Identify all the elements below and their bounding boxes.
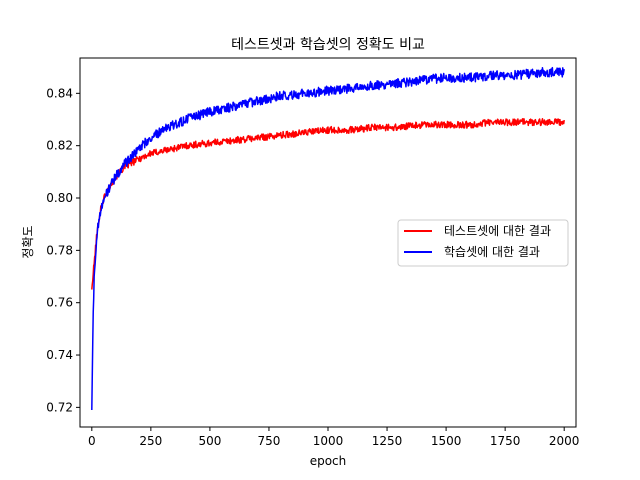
- x-tick-label: 1500: [431, 434, 462, 448]
- x-tick-label: 0: [88, 434, 96, 448]
- x-tick-label: 250: [139, 434, 162, 448]
- x-tick-label: 1250: [372, 434, 403, 448]
- x-axis: 0 250 500 750 1000 1250 1500 1750 2000: [88, 427, 579, 448]
- series-layer: [91, 66, 565, 411]
- y-tick-label: 0.78: [46, 243, 73, 257]
- y-tick-label: 0.72: [46, 400, 73, 414]
- legend-box: [397, 219, 569, 267]
- y-tick-label: 0.76: [46, 296, 73, 310]
- legend: 테스트셋에 대한 결과 학습셋에 대한 결과: [397, 219, 569, 267]
- y-tick-label: 0.80: [46, 191, 73, 205]
- y-tick-label: 0.74: [46, 348, 73, 362]
- series-line-1: [91, 66, 565, 411]
- x-tick-label: 1750: [490, 434, 521, 448]
- x-tick-label: 750: [257, 434, 280, 448]
- x-tick-label: 2000: [549, 434, 580, 448]
- y-axis: 0.72 0.74 0.76 0.78 0.80 0.82 0.84: [46, 86, 80, 414]
- y-tick-label: 0.84: [46, 86, 73, 100]
- legend-label-train: 학습셋에 대한 결과: [444, 245, 540, 259]
- x-tick-label: 1000: [313, 434, 344, 448]
- y-tick-label: 0.82: [46, 139, 73, 153]
- y-axis-label: 정확도: [21, 225, 35, 258]
- x-axis-label: epoch: [310, 454, 347, 468]
- x-tick-label: 500: [198, 434, 221, 448]
- legend-label-test: 테스트셋에 대한 결과: [444, 224, 551, 238]
- series-line-0: [91, 118, 565, 290]
- chart-title: 테스트셋과 학습셋의 정확도 비교: [231, 37, 425, 53]
